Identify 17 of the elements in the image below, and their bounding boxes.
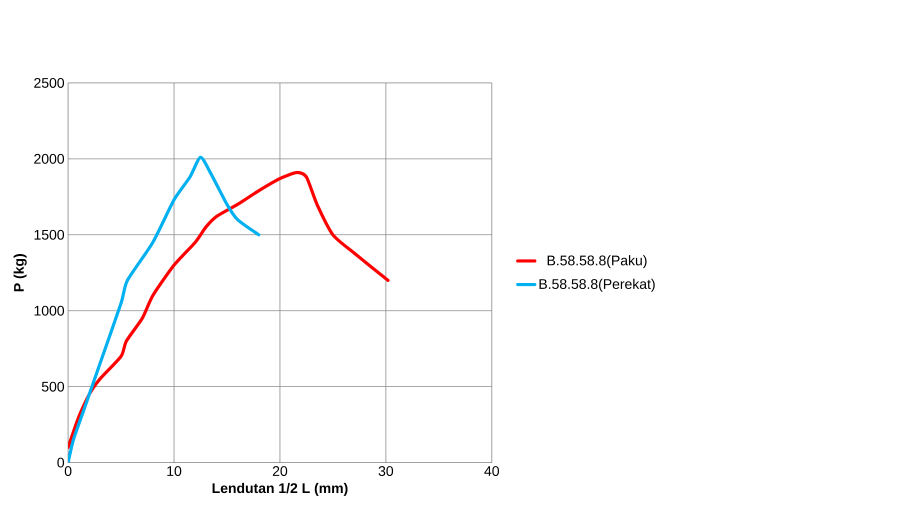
- line-series: [68, 171, 390, 450]
- x-tick-label: 30: [378, 466, 394, 476]
- x-tick-label: 20: [272, 466, 288, 476]
- x-axis-title: Lendutan 1/2 L (mm): [212, 483, 348, 496]
- y-tick-label: 2000: [34, 154, 64, 164]
- legend-label: B.58.58.8(Paku): [548, 255, 647, 268]
- y-tick-label: 500: [42, 382, 64, 392]
- legend-label: B.58.58.8(Perekat): [540, 278, 655, 292]
- x-tick-label: 10: [167, 466, 182, 476]
- y-tick-label: 2500: [34, 78, 64, 88]
- x-tick-label: 40: [484, 466, 500, 476]
- x-tick-label: 0: [64, 466, 72, 476]
- y-tick-label: 1000: [34, 306, 64, 316]
- line-series: [68, 156, 260, 463]
- y-tick-label: 1500: [34, 230, 64, 240]
- y-tick-label: 0: [57, 458, 64, 468]
- y-axis-title: P (kg): [14, 254, 27, 292]
